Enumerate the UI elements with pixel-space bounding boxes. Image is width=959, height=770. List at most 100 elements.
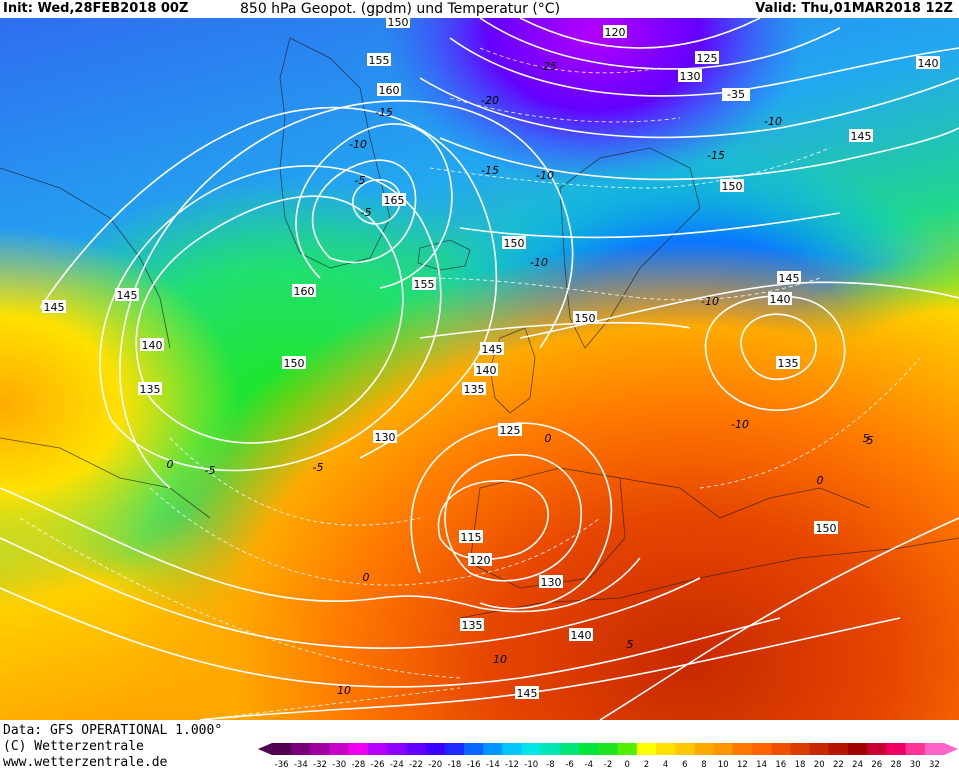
map-header: Init: Wed,28FEB2018 00Z 850 hPa Geopot. … [0, 0, 959, 18]
isotherm-label: -15 [707, 149, 725, 162]
label-140-e: 140 [768, 292, 792, 306]
label-145-uk: 145 [480, 342, 504, 356]
isohypse-label: 145 [44, 301, 65, 314]
label-155: 155 [367, 53, 391, 67]
colorbar-swatch [886, 743, 907, 755]
isotherm-0-south [149, 487, 601, 586]
label-145-w: 145 [115, 288, 139, 302]
label-120: 120 [603, 25, 627, 39]
colorbar-label: -8 [546, 760, 554, 770]
isohypse-145-north [439, 127, 959, 181]
isohypse-label: 135 [462, 619, 483, 632]
colorbar-swatch [771, 743, 791, 755]
isohypse-160 [311, 159, 417, 264]
isotherm-label: -5 [313, 461, 324, 474]
isohypse-145-atlantic [39, 106, 498, 459]
isotherm-label: 10 [493, 653, 507, 666]
north-america-coast [0, 437, 211, 519]
label-145-s: 145 [515, 686, 539, 700]
label-130-s: 130 [539, 575, 563, 589]
colorbar-swatch [579, 743, 599, 755]
isotherm-label: 0 [363, 571, 370, 584]
label-125: 125 [695, 51, 719, 65]
isotherm-label: -15 [375, 106, 393, 119]
isohypse-150 [599, 517, 959, 720]
canada-coast [0, 167, 171, 349]
isohypse-140-atlantic [99, 165, 442, 472]
isotherm-minus15 [429, 147, 831, 189]
isohypses [0, 18, 959, 720]
isotherm-minus25 [479, 47, 661, 74]
colorbar-swatch [636, 743, 657, 755]
label-140-uk: 140 [474, 363, 498, 377]
isohypse-label: 115 [461, 531, 482, 544]
colorbar-label: -34 [294, 760, 308, 770]
isohypse-label: 160 [294, 285, 315, 298]
isotherm-label: 10 [337, 684, 351, 697]
colorbar-label: -30 [332, 760, 346, 770]
colorbar-label: 6 [682, 760, 687, 770]
colorbar-swatch [291, 743, 311, 755]
isohypse-130-north [449, 37, 959, 97]
isohypse-label: 165 [384, 194, 405, 207]
copyright: (C) Wetterzentrale [3, 739, 144, 754]
isohypse-label: 160 [379, 84, 400, 97]
isohypse-125 [410, 422, 613, 610]
isohypse-label: 140 [918, 57, 939, 70]
colorbar-label: -26 [371, 760, 385, 770]
isohypse-label: 140 [770, 293, 791, 306]
isohypse-label: 155 [414, 278, 435, 291]
colorbar-swatch [752, 743, 772, 755]
isohypse-label: 130 [541, 576, 562, 589]
isohypse-140-low [704, 295, 846, 411]
colorbar-arrow-right [944, 743, 958, 755]
colorbar-label: 22 [833, 760, 844, 770]
isohypse-135 [0, 537, 701, 649]
isohypse-label: 120 [470, 554, 491, 567]
label-160: 160 [377, 83, 401, 97]
label-145-west-edge: 145 [42, 300, 66, 314]
label-140-s: 140 [569, 628, 593, 642]
iberia-coast [469, 467, 626, 589]
colorbar-swatch [790, 743, 811, 755]
temperature-colorbar: -36 -34 -32 -30 -28 -26 -24 -22 -20 -18 -16 -14 -12-… [258, 743, 958, 770]
colorbar-swatch [464, 743, 484, 755]
isohypse-label: 125 [500, 424, 521, 437]
colorbar-label: -2 [604, 760, 612, 770]
colorbar-swatch [406, 743, 427, 755]
colorbar-swatch [521, 743, 542, 755]
label-155-mid: 155 [412, 277, 436, 291]
isotherm-label: -5 [361, 206, 372, 219]
isotherm-label: -35 [727, 88, 745, 101]
isohypse-label: 130 [680, 70, 701, 83]
isotherm-label: 0 [817, 474, 824, 487]
colorbar-swatch [713, 743, 734, 755]
data-source: Data: GFS OPERATIONAL 1.000° [3, 723, 223, 738]
isohypse-label: 145 [517, 687, 538, 700]
colorbar-swatch [732, 743, 753, 755]
colorbar-label: 24 [852, 760, 863, 770]
isohypse-label: 135 [140, 383, 161, 396]
colorbar-swatch [348, 743, 369, 755]
label-160-mid: 160 [292, 284, 316, 298]
isohypse-label: 140 [571, 629, 592, 642]
website-url: www.wetterzentrale.de [3, 755, 168, 770]
colorbar-swatch [425, 743, 446, 755]
isohypse-150-north [459, 212, 841, 239]
isohypse-140-north [419, 77, 959, 139]
isohypse-120 [444, 454, 583, 582]
isotherm-minus10 [419, 277, 821, 301]
label-165: 165 [382, 193, 406, 207]
isotherm-label: -10 [731, 418, 749, 431]
label-140-ne: 140 [916, 56, 940, 70]
label-150-atl: 150 [282, 356, 306, 370]
isotherm-label: -10 [536, 169, 554, 182]
colorbar-label: 30 [910, 760, 921, 770]
isohypse-label: 150 [504, 237, 525, 250]
isohypse-label: 145 [482, 343, 503, 356]
isohypse-label: 135 [778, 357, 799, 370]
isotherm-0-east [699, 357, 921, 489]
colorbar-swatch [617, 743, 638, 755]
colorbar-label: 10 [718, 760, 729, 770]
colorbar-label: -36 [275, 760, 289, 770]
